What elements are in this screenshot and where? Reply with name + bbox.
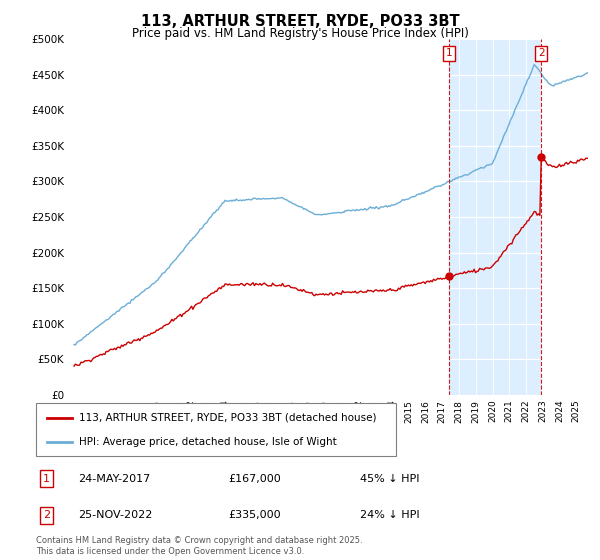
Text: 25-NOV-2022: 25-NOV-2022 xyxy=(78,510,152,520)
Text: Contains HM Land Registry data © Crown copyright and database right 2025.
This d: Contains HM Land Registry data © Crown c… xyxy=(36,536,362,556)
Text: 113, ARTHUR STREET, RYDE, PO33 3BT (detached house): 113, ARTHUR STREET, RYDE, PO33 3BT (deta… xyxy=(79,413,377,423)
Text: 24% ↓ HPI: 24% ↓ HPI xyxy=(360,510,419,520)
Text: 1: 1 xyxy=(445,49,452,58)
Text: Price paid vs. HM Land Registry's House Price Index (HPI): Price paid vs. HM Land Registry's House … xyxy=(131,27,469,40)
Text: 45% ↓ HPI: 45% ↓ HPI xyxy=(360,474,419,484)
Text: 24-MAY-2017: 24-MAY-2017 xyxy=(78,474,150,484)
Text: HPI: Average price, detached house, Isle of Wight: HPI: Average price, detached house, Isle… xyxy=(79,437,337,447)
Text: 2: 2 xyxy=(43,510,50,520)
Text: 2: 2 xyxy=(538,49,544,58)
FancyBboxPatch shape xyxy=(36,403,396,456)
Bar xyxy=(449,39,541,395)
Text: £167,000: £167,000 xyxy=(228,474,281,484)
Text: £335,000: £335,000 xyxy=(228,510,281,520)
Text: 113, ARTHUR STREET, RYDE, PO33 3BT: 113, ARTHUR STREET, RYDE, PO33 3BT xyxy=(140,14,460,29)
Text: 1: 1 xyxy=(43,474,50,484)
